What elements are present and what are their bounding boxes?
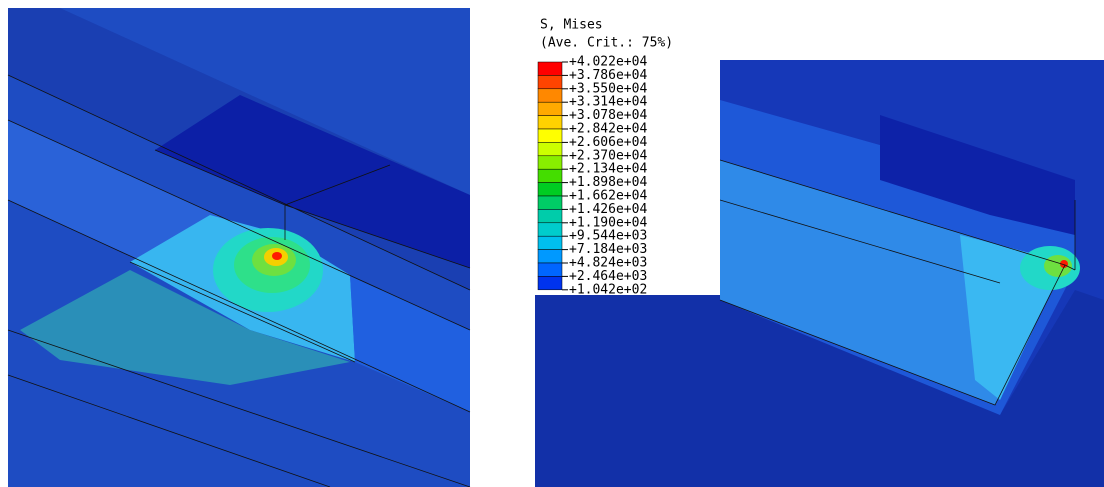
page: S, Mises (Ave. Crit.: 75%) +4.022e+04+3.…: [0, 0, 1104, 487]
color-swatch: [538, 196, 562, 209]
color-swatch: [538, 209, 562, 222]
color-swatch: [538, 129, 562, 142]
legend-title: S, Mises: [540, 18, 603, 33]
color-swatch: [538, 223, 562, 236]
color-swatch: [538, 183, 562, 196]
color-swatch: [538, 156, 562, 169]
scale-label: +1.042e+02: [569, 282, 647, 297]
color-swatch: [538, 89, 562, 102]
color-swatch: [538, 236, 562, 249]
color-swatch: [538, 250, 562, 263]
color-swatch: [538, 62, 562, 75]
color-swatch: [538, 276, 562, 289]
color-swatch: [538, 75, 562, 88]
color-swatch: [538, 116, 562, 129]
color-swatch: [538, 263, 562, 276]
color-swatch: [538, 142, 562, 155]
color-swatch: [538, 102, 562, 115]
color-swatch: [538, 169, 562, 182]
left-view: [8, 8, 470, 487]
legend-subtitle: (Ave. Crit.: 75%): [540, 36, 673, 51]
screenshot: S, Mises (Ave. Crit.: 75%) +4.022e+04+3.…: [0, 0, 1104, 487]
color-scale: +4.022e+04+3.786e+04+3.550e+04+3.314e+04…: [538, 55, 647, 298]
legend: S, Mises (Ave. Crit.: 75%) +4.022e+04+3.…: [535, 12, 720, 297]
